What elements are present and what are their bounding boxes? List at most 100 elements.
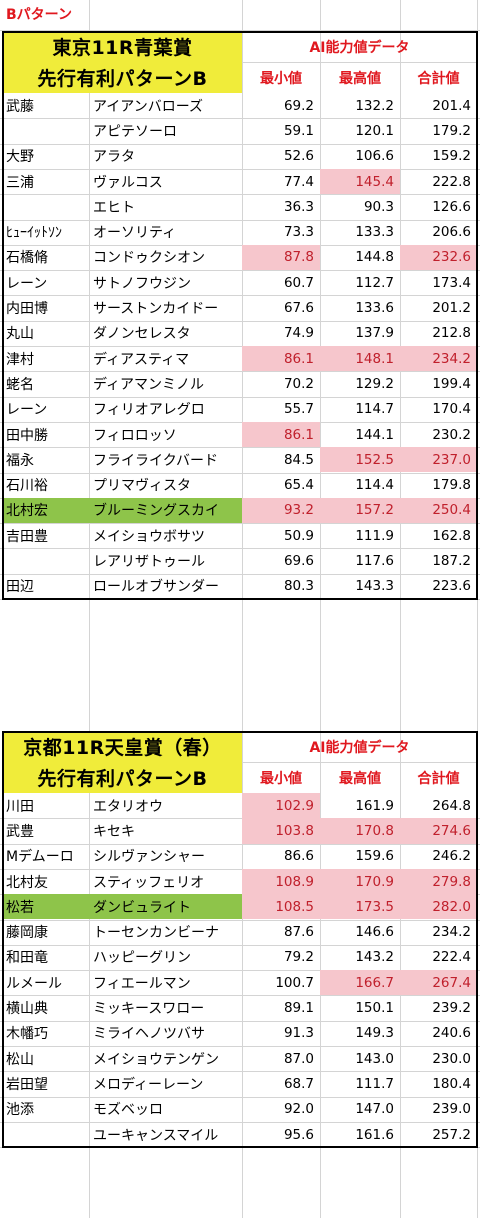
jockey-name: レーン bbox=[6, 275, 48, 292]
horse-name: ユーキャンスマイル bbox=[93, 1127, 219, 1144]
total-value: 234.2 bbox=[432, 924, 471, 941]
grid-row-line bbox=[0, 1020, 480, 1022]
max-value: 114.4 bbox=[355, 477, 394, 494]
max-value: 117.6 bbox=[355, 553, 394, 570]
grid-row-line bbox=[0, 421, 480, 423]
jockey-name: 北村宏 bbox=[3, 497, 89, 524]
min-value: 50.9 bbox=[283, 527, 314, 544]
total-value: 274.6 bbox=[400, 818, 477, 844]
pattern-header-row: Bパターン bbox=[0, 0, 480, 30]
jockey-name: 蛯名 bbox=[6, 376, 34, 393]
min-value: 108.9 bbox=[242, 868, 320, 895]
pattern-title: 先行有利パターンB bbox=[3, 62, 242, 93]
total-value: 230.0 bbox=[432, 1050, 471, 1067]
jockey-name: 木幡巧 bbox=[6, 1026, 48, 1043]
min-value: 55.7 bbox=[283, 401, 314, 418]
jockey-name: 田辺 bbox=[6, 579, 34, 596]
jockey-name: 横山典 bbox=[6, 1001, 48, 1018]
max-value: 161.9 bbox=[355, 797, 394, 814]
jockey-name: 吉田豊 bbox=[6, 528, 48, 545]
horse-name: ダノンセレスタ bbox=[93, 326, 191, 343]
jockey-name: 川田 bbox=[6, 798, 34, 815]
total-value: 279.8 bbox=[400, 868, 477, 895]
jockey-name: 岩田望 bbox=[6, 1076, 48, 1093]
jockey-name: 大野 bbox=[6, 149, 34, 166]
grid-row-line bbox=[0, 1046, 480, 1047]
horse-name: ロールオブサンダー bbox=[93, 579, 219, 596]
jockey-name: 三浦 bbox=[6, 174, 34, 191]
max-value: 173.5 bbox=[320, 894, 400, 920]
table-row: 三浦 ヴァルコス 77.4 145.4 222.8 bbox=[0, 168, 480, 195]
grid-row-line bbox=[0, 1096, 480, 1098]
horse-name: ディアマンミノル bbox=[93, 376, 205, 393]
jockey-name bbox=[3, 1122, 89, 1147]
min-value: 52.6 bbox=[283, 148, 314, 165]
max-value: 132.2 bbox=[355, 97, 394, 114]
max-value: 137.9 bbox=[355, 325, 394, 342]
horse-name: オーソリティ bbox=[93, 225, 177, 242]
jockey-name: 北村友 bbox=[6, 874, 48, 891]
min-value: 69.2 bbox=[283, 97, 314, 114]
jockey-name: 武藤 bbox=[6, 98, 34, 115]
total-value: 222.8 bbox=[432, 173, 471, 190]
grid-row-line bbox=[0, 919, 480, 921]
grid-row-line bbox=[0, 447, 480, 449]
total-value: 282.0 bbox=[400, 894, 477, 920]
min-value: 87.8 bbox=[242, 244, 320, 271]
min-value: 36.3 bbox=[283, 198, 314, 215]
horse-name: メロディーレーン bbox=[93, 1076, 204, 1093]
total-value: 232.6 bbox=[400, 244, 477, 271]
grid-row-line bbox=[0, 396, 480, 398]
max-value: 106.6 bbox=[355, 148, 394, 165]
horse-name: コンドゥクシオン bbox=[93, 250, 205, 267]
table-row: 武豊 キセキ 103.8 170.8 274.6 bbox=[0, 818, 480, 844]
ai-data-header: AI能力値データ bbox=[309, 739, 410, 756]
jockey-name: 池添 bbox=[6, 1102, 34, 1119]
total-value: 212.8 bbox=[432, 325, 471, 342]
horse-name: ブルーミングスカイ bbox=[89, 497, 242, 524]
grid-column-line bbox=[320, 0, 321, 1218]
min-value: 86.1 bbox=[242, 346, 320, 372]
pattern-title: 先行有利パターンB bbox=[3, 762, 242, 793]
horse-name: メイショウテンゲン bbox=[93, 1051, 219, 1068]
horse-name: メイショウボサツ bbox=[93, 528, 205, 545]
total-value: 237.0 bbox=[400, 447, 477, 473]
ai-data-header: AI能力値データ bbox=[309, 39, 410, 56]
max-value: 170.9 bbox=[320, 868, 400, 895]
max-value: 170.8 bbox=[320, 818, 400, 844]
min-value: 67.6 bbox=[283, 300, 314, 317]
max-header: 最高値 bbox=[339, 70, 381, 87]
table-row: 武藤 アイアンバローズ 69.2 132.2 201.4 bbox=[0, 93, 480, 118]
total-header: 合計値 bbox=[417, 70, 460, 87]
min-value: 92.0 bbox=[283, 1101, 314, 1118]
max-value: 166.7 bbox=[320, 970, 400, 996]
jockey-name: 丸山 bbox=[6, 326, 34, 343]
table-row: 福永 フライライクバード 84.5 152.5 237.0 bbox=[0, 447, 480, 473]
horse-name: サーストンカイドー bbox=[93, 301, 219, 318]
min-value: 59.1 bbox=[283, 122, 314, 139]
min-value: 84.5 bbox=[283, 451, 314, 468]
table-row: 川田 エタリオウ 102.9 161.9 264.8 bbox=[0, 793, 480, 819]
max-value: 120.1 bbox=[355, 122, 394, 139]
total-value: 257.2 bbox=[432, 1126, 471, 1143]
header-divider bbox=[242, 62, 477, 63]
grid-row-line bbox=[0, 371, 480, 373]
horse-name: アピテソーロ bbox=[93, 123, 177, 140]
table-row: 大野 アラタ 52.6 106.6 159.2 bbox=[0, 144, 480, 169]
min-value: 108.5 bbox=[242, 894, 320, 920]
total-value: 159.2 bbox=[432, 148, 471, 165]
grid-row-line bbox=[0, 523, 480, 525]
horse-name: エタリオウ bbox=[93, 798, 163, 815]
horse-name: ミッキースワロー bbox=[93, 1001, 205, 1018]
horse-name: フィリオアレグロ bbox=[93, 402, 205, 419]
grid-row-line bbox=[0, 843, 480, 845]
jockey-name: 藤岡康 bbox=[6, 925, 48, 942]
table-row: 田中勝 フィロロッソ 86.1 144.1 230.2 bbox=[0, 421, 480, 448]
grid-column-line bbox=[400, 0, 401, 1218]
min-value: 69.6 bbox=[283, 553, 314, 570]
horse-name: プリマヴィスタ bbox=[93, 478, 191, 495]
min-header: 最小値 bbox=[260, 770, 302, 787]
max-value: 161.6 bbox=[355, 1126, 394, 1143]
table-row: ユーキャンスマイル 95.6 161.6 257.2 bbox=[0, 1122, 480, 1147]
